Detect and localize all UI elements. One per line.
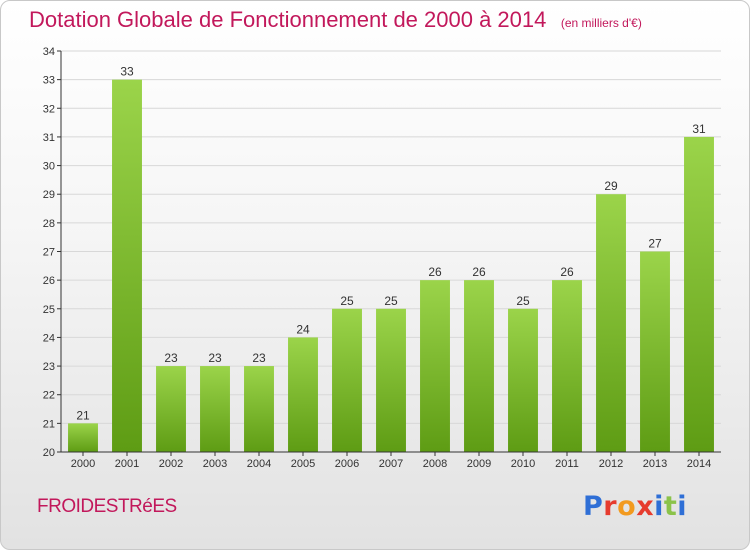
proxiti-logo: Proxiti [583,491,687,522]
value-label-2006: 25 [340,294,354,308]
y-tick-label: 27 [43,247,55,259]
value-label-2010: 25 [516,294,530,308]
x-tick-label-2010: 2010 [511,458,535,470]
value-label-2004: 23 [252,351,266,365]
logo-letter: t [663,491,678,522]
bars [68,79,714,453]
x-tick-label-2013: 2013 [643,458,667,470]
value-label-2007: 25 [384,294,398,308]
x-tick-label-2000: 2000 [71,458,95,470]
x-tick-label-2002: 2002 [159,458,183,470]
value-label-2001: 33 [120,65,134,79]
x-tick-label-2009: 2009 [467,458,491,470]
bar-2004 [244,366,274,452]
x-tick-label-2012: 2012 [599,458,623,470]
y-tick-label: 33 [43,75,55,87]
y-tick-label: 24 [43,332,55,344]
y-tick-label: 32 [43,103,55,115]
x-tick-label-2004: 2004 [247,458,271,470]
logo-letter: i [677,491,688,522]
bar-2008 [420,280,450,452]
x-tick-label-2001: 2001 [115,458,139,470]
axes [57,50,721,456]
y-tick-label: 20 [43,447,55,459]
value-label-2000: 21 [76,408,90,422]
logo-letter: o [617,491,637,522]
title-block: Dotation Globale de Fonctionnement de 20… [29,7,642,33]
value-label-2003: 23 [208,351,222,365]
bar-2012 [596,194,626,452]
bar-2007 [376,308,406,452]
value-label-2002: 23 [164,351,178,365]
bar-2011 [552,280,582,452]
bar-2003 [200,366,230,452]
x-tick-label-2005: 2005 [291,458,315,470]
x-tick-label-2003: 2003 [203,458,227,470]
y-tick-label: 34 [43,46,55,58]
bar-2005 [288,337,318,452]
chart-title: Dotation Globale de Fonctionnement de 20… [29,7,547,32]
labels: 20 21 22 23 24 25 26 27 28 29 30 31 32 33 34 21 2000 33 20… [43,46,711,470]
chart-subtitle: (en milliers d'€) [560,16,642,30]
y-tick-label: 25 [43,304,55,316]
bar-2000 [68,423,98,452]
bar-2009 [464,280,494,452]
y-tick-label: 23 [43,361,55,373]
value-label-2013: 27 [648,237,662,251]
bar-2014 [684,136,714,452]
y-tick-label: 30 [43,161,55,173]
bar-2001 [112,79,142,453]
y-tick-label: 28 [43,218,55,230]
value-label-2008: 26 [428,265,442,279]
x-tick-label-2006: 2006 [335,458,359,470]
x-tick-label-2011: 2011 [555,458,579,470]
y-tick-label: 21 [43,418,55,430]
bar-2013 [640,251,670,452]
y-tick-label: 29 [43,189,55,201]
logo-letter: i [654,491,664,522]
bar-2010 [508,308,538,452]
value-label-2009: 26 [472,265,486,279]
logo-letter: P [583,491,604,522]
value-label-2005: 24 [296,322,310,336]
value-label-2011: 26 [560,265,574,279]
y-tick-label: 26 [43,275,55,287]
commune-name: FROIDESTRéES [37,496,177,517]
value-label-2014: 31 [692,122,706,136]
y-tick-label: 22 [43,390,55,402]
bar-2006 [332,308,362,452]
logo-letter: x [636,491,655,522]
x-tick-label-2007: 2007 [379,458,403,470]
y-tick-label: 31 [43,132,55,144]
value-label-2012: 29 [604,179,618,193]
bar-2002 [156,366,186,452]
x-tick-label-2008: 2008 [423,458,447,470]
x-tick-label-2014: 2014 [687,458,711,470]
logo-letter: r [603,491,618,522]
